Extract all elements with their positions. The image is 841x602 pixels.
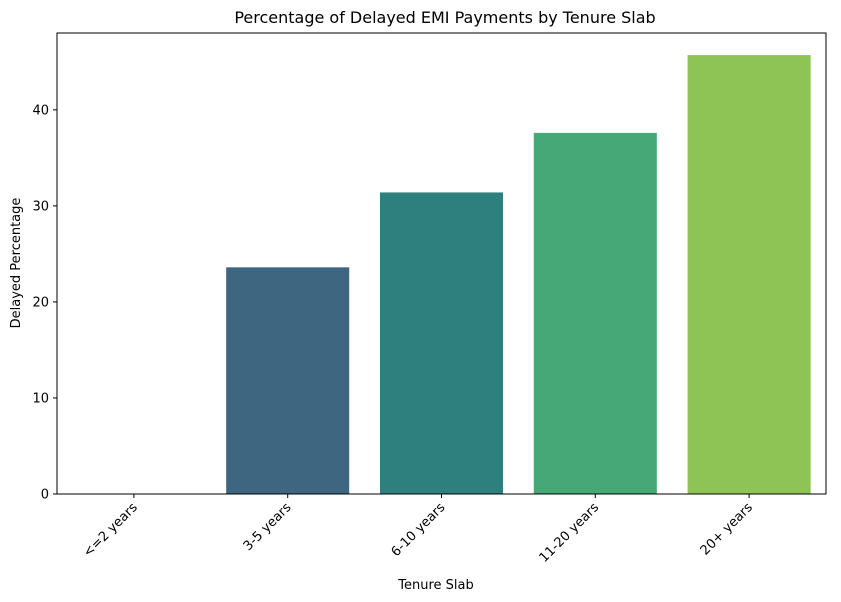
bar-2 <box>379 192 504 494</box>
x-axis-label: Tenure Slab <box>397 578 473 593</box>
y-tick-label-1: 10 <box>32 391 49 406</box>
x-tick-label-4: 20+ years <box>698 500 756 558</box>
y-tick-label-3: 30 <box>32 199 49 214</box>
y-tick-label-2: 20 <box>32 295 49 310</box>
plot-area: 0 10 20 30 40 <=2 years 3-5 years 6-10 years 11-… <box>32 32 827 566</box>
x-tick-label-2: 6-10 years <box>389 500 449 560</box>
x-tick-label-1: 3-5 years <box>241 500 295 554</box>
chart-title: Percentage of Delayed EMI Payments by Te… <box>234 8 655 27</box>
bar-1 <box>226 267 350 494</box>
y-tick-label-0: 0 <box>41 488 49 503</box>
bar-4 <box>687 55 811 494</box>
x-tick-label-0: <=2 years <box>81 500 141 560</box>
y-axis-label: Delayed Percentage <box>9 198 24 329</box>
y-tick-label-4: 40 <box>32 103 49 118</box>
x-tick-label-3: 11-20 years <box>537 500 603 566</box>
bar-3 <box>533 132 657 494</box>
